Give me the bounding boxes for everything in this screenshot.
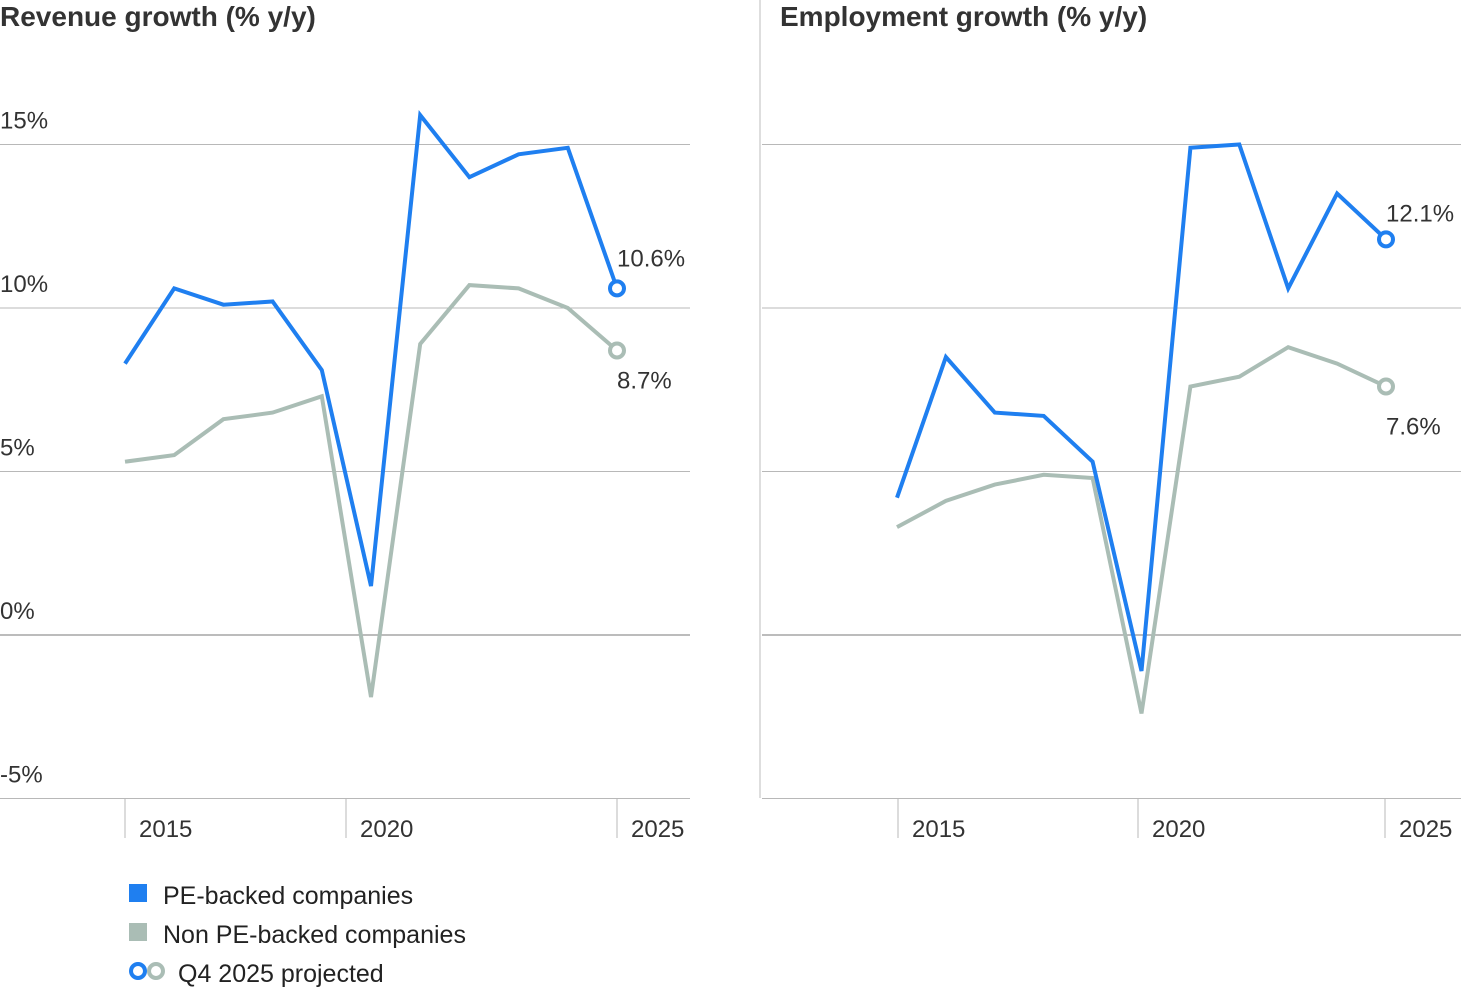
chart-title: Employment growth (% y/y) bbox=[780, 1, 1147, 32]
employment-growth-panel: Employment growth (% y/y) 2015 2020 2025 12.… bbox=[762, 1, 1461, 843]
x-tick-label: 2025 bbox=[1399, 816, 1452, 843]
non-pe-backed-series-line bbox=[896, 345, 1387, 714]
non-pe-backed-series-line bbox=[124, 283, 619, 698]
pe-backed-series-line bbox=[123, 110, 619, 587]
y-tick-label: -5% bbox=[0, 762, 43, 789]
non-pe-backed-projected-marker bbox=[608, 341, 626, 360]
data-label: 8.7% bbox=[617, 368, 672, 395]
non-pe-backed-projected-marker bbox=[1377, 377, 1395, 396]
chart-title: Revenue growth (% y/y) bbox=[0, 1, 316, 32]
legend-label: PE-backed companies bbox=[163, 882, 413, 910]
projected-legend-marker-non-pe bbox=[147, 962, 165, 980]
x-tick-label: 2015 bbox=[139, 816, 192, 843]
x-tick-label: 2020 bbox=[1152, 816, 1205, 843]
non-pe-backed-legend-swatch bbox=[129, 923, 147, 941]
data-label: 12.1% bbox=[1386, 200, 1454, 227]
y-tick-label: 10% bbox=[0, 271, 48, 298]
y-tick-label: 0% bbox=[0, 598, 35, 625]
legend-label: Non PE-backed companies bbox=[163, 921, 466, 949]
data-label: 10.6% bbox=[617, 245, 685, 272]
x-tick-label: 2015 bbox=[912, 816, 965, 843]
pe-backed-series-line bbox=[895, 142, 1388, 672]
x-tick-label: 2025 bbox=[631, 816, 684, 843]
projected-legend-marker-pe bbox=[129, 962, 147, 980]
y-tick-label: 15% bbox=[0, 108, 48, 135]
revenue-growth-panel: Revenue growth (% y/y) 15% 10% 5% 0% -5% 2015 2… bbox=[0, 1, 690, 843]
x-tick-label: 2020 bbox=[360, 816, 413, 843]
pe-backed-projected-marker bbox=[608, 279, 626, 298]
y-tick-label: 5% bbox=[0, 435, 35, 462]
pe-backed-legend-swatch bbox=[129, 884, 147, 902]
legend-label: Q4 2025 projected bbox=[178, 960, 384, 988]
legend: PE-backed companies Non PE-backed compani… bbox=[129, 882, 466, 988]
data-label: 7.6% bbox=[1386, 413, 1441, 440]
pe-backed-projected-marker bbox=[1377, 230, 1395, 249]
